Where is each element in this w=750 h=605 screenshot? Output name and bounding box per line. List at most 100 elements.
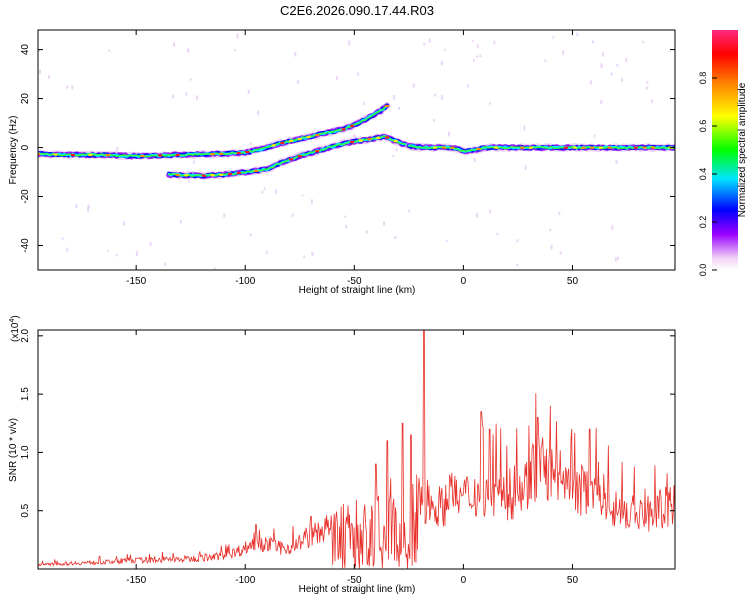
- spectrogram-speckle: [516, 239, 519, 243]
- spectrogram-hotspot: [38, 152, 40, 155]
- spectrogram-speckle: [394, 236, 397, 239]
- spectrogram-speckle: [236, 33, 239, 39]
- spectrogram-y-tick-label: 40: [20, 44, 31, 56]
- spectrogram-speckle: [303, 255, 306, 259]
- spectrogram-speckle: [395, 148, 398, 152]
- spectrogram-speckle: [593, 134, 596, 138]
- spectrogram-hotspot: [529, 146, 534, 149]
- spectrogram-speckle: [493, 40, 496, 45]
- spectrogram-speckle: [38, 49, 41, 52]
- spectrogram-speckle: [473, 157, 476, 163]
- spectrogram-speckle: [398, 106, 401, 110]
- snr-y-tick-label: 2.0: [20, 328, 31, 342]
- spectrogram-hotspot: [350, 124, 355, 127]
- spectrogram-speckle: [187, 180, 190, 183]
- spectrogram-hotspot: [254, 169, 259, 173]
- spectrogram-speckle: [192, 160, 195, 164]
- spectrogram-y-tick-label: -40: [20, 238, 31, 253]
- spectrogram-hotspot: [607, 146, 612, 149]
- spectrogram-speckle: [489, 209, 492, 214]
- snr-series-line: [38, 330, 675, 569]
- spectrogram-speckle: [257, 110, 260, 116]
- spectrogram-hotspot: [175, 153, 180, 157]
- spectrogram-hotspot: [450, 146, 455, 149]
- snr-frame: [37, 329, 676, 570]
- spectrogram-hotspot: [105, 154, 110, 157]
- spectrogram-speckle: [345, 225, 348, 229]
- spectrogram-speckle: [611, 224, 614, 230]
- spectrogram-speckle: [558, 211, 561, 216]
- spectrogram-speckle: [445, 239, 448, 243]
- spectrogram-ticks: -150 -100 -50 0 50 -40 -20 0 20 40: [20, 30, 675, 287]
- spectrogram-speckle: [443, 48, 446, 51]
- snr-panel: -150 -100 -50 0 50 0.5 1.0 1.5 2.0 Height of str…: [8, 315, 676, 595]
- spectrogram-hotspot: [633, 146, 638, 149]
- spectrogram-speckle: [646, 81, 649, 84]
- spectrogram-speckle: [516, 263, 519, 267]
- spectrogram-hotspot: [236, 151, 241, 155]
- colorbar-tick-label: 0.6: [698, 120, 708, 133]
- spectrogram-speckle: [471, 39, 474, 42]
- spectrogram-x-tick-label: -150: [126, 276, 146, 287]
- spectrogram-speckle: [344, 215, 347, 218]
- spectrogram-speckle: [187, 48, 190, 53]
- spectrogram-speckle: [108, 49, 111, 52]
- spectrogram-speckle: [223, 213, 226, 218]
- snr-x-tick-label: -100: [235, 575, 255, 586]
- spectrogram-speckle: [592, 40, 595, 44]
- spectrogram-speckle: [523, 125, 526, 131]
- spectrogram-speckle: [357, 72, 360, 76]
- spectrogram-hotspot: [572, 146, 577, 149]
- spectrogram-speckle: [650, 99, 653, 104]
- spectrogram-speckle: [297, 79, 300, 84]
- spectrogram-speckle: [621, 77, 624, 82]
- spectrogram-panel: -150 -100 -50 0 50 -40 -20 0 20 40 Height of stra…: [8, 29, 676, 296]
- snr-y-axis-label: SNR (10 * v/v): [8, 418, 19, 482]
- spectrogram-hotspot: [520, 146, 525, 149]
- snr-x-tick-label: 0: [461, 575, 467, 586]
- spectrogram-speckle: [488, 102, 491, 105]
- spectrogram-hotspot: [367, 138, 372, 141]
- spectrogram-hotspot: [219, 173, 224, 176]
- spectrogram-speckle: [423, 43, 426, 46]
- spectrogram-speckle: [432, 118, 435, 122]
- spectrogram-y-tick-label: 0: [20, 144, 31, 150]
- spectrogram-speckle: [392, 154, 395, 157]
- spectrogram-speckle: [476, 55, 479, 58]
- spectrogram-speckle: [645, 86, 648, 90]
- spectrogram-hotspot: [306, 136, 311, 139]
- spectrogram-hotspot: [184, 174, 189, 177]
- spectrogram-speckle: [75, 204, 78, 209]
- snr-y-tick-label: 1.0: [20, 445, 31, 459]
- snr-x-tick-label: -50: [347, 575, 362, 586]
- spectrogram-speckle: [552, 36, 555, 39]
- spectrogram-hotspot: [158, 154, 163, 157]
- spectrogram-speckle: [589, 80, 592, 85]
- spectrogram-speckle: [164, 262, 167, 267]
- colorbar-label: Normalized spectral amplitude: [737, 82, 748, 217]
- spectrogram-hotspot: [358, 139, 363, 142]
- spectrogram-hotspot: [341, 128, 346, 131]
- spectrogram-speckle: [365, 230, 368, 234]
- snr-y-multiplier: (x104): [9, 315, 21, 342]
- spectrogram-x-tick-label: -100: [235, 276, 255, 287]
- spectrogram-hotspot: [280, 141, 285, 145]
- spectrogram-speckle: [66, 85, 69, 89]
- spectrogram-speckle: [179, 219, 182, 224]
- spectrogram-speckle: [336, 76, 339, 81]
- spectrogram-speckle: [576, 32, 579, 37]
- spectrogram-speckle: [249, 142, 252, 146]
- spectrogram-hotspot: [385, 104, 390, 108]
- spectrogram-speckle: [496, 232, 499, 236]
- spectrogram-speckle: [39, 69, 42, 75]
- snr-y-tick-label: 1.5: [20, 387, 31, 401]
- spectrogram-hotspot: [175, 173, 180, 177]
- spectrogram-speckle: [476, 44, 479, 48]
- spectrogram-speckle: [185, 92, 188, 96]
- spectrogram-hotspot: [227, 172, 232, 175]
- spectrogram-speckle: [87, 207, 90, 212]
- colorbar-tick-label: 0.0: [698, 264, 708, 277]
- spectrogram-speckle: [408, 209, 411, 213]
- colorbar-tick-label: 0.8: [698, 72, 708, 85]
